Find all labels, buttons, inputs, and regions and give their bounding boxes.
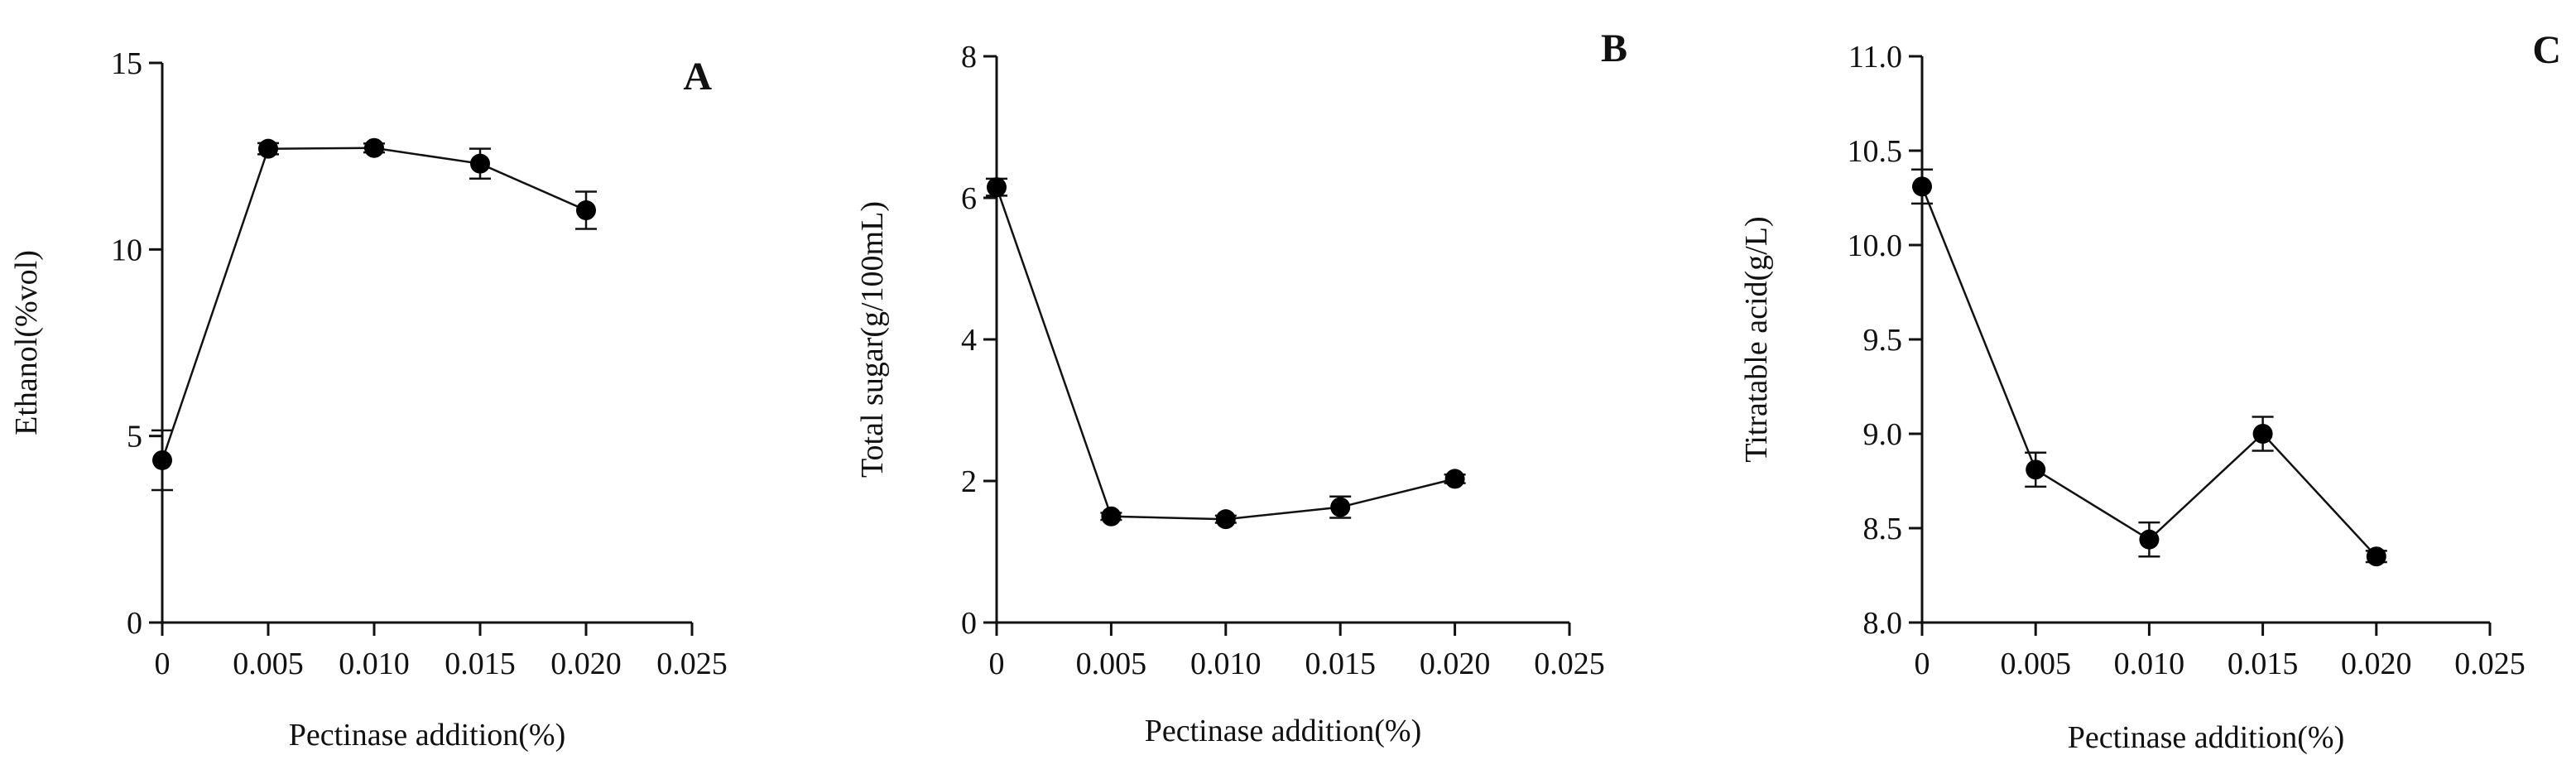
y-tick-label: 9.0 bbox=[1863, 417, 1903, 452]
data-point bbox=[470, 153, 490, 174]
x-tick-label: 0.025 bbox=[1534, 647, 1605, 681]
data-point bbox=[2366, 546, 2386, 567]
data-point bbox=[1215, 509, 1236, 530]
y-tick-label: 11.0 bbox=[1848, 40, 1902, 75]
x-tick-label: 0 bbox=[1915, 647, 1930, 681]
x-axis-title: Pectinase addition(%) bbox=[2068, 720, 2345, 755]
panel-letter: A bbox=[683, 55, 712, 99]
x-tick-label: 0.005 bbox=[2000, 647, 2071, 681]
series-line bbox=[1920, 185, 2377, 558]
y-tick-label: 6 bbox=[961, 181, 977, 216]
x-tick-label: 0.025 bbox=[2454, 647, 2526, 681]
y-tick-label: 15 bbox=[111, 46, 142, 81]
y-tick-label: 0 bbox=[127, 606, 142, 641]
x-tick-label: 0.025 bbox=[656, 647, 728, 681]
y-tick-label: 10.0 bbox=[1848, 228, 1903, 263]
x-tick-label: 0.020 bbox=[1420, 647, 1491, 681]
data-point bbox=[576, 200, 596, 221]
chart-panel-b: 0 2 4 6 8 0 0.005 0.010 0.015 0.020 0.025 Pectinase… bbox=[855, 26, 1627, 748]
panel-letter: C bbox=[2532, 28, 2561, 72]
x-tick-label: 0 bbox=[155, 647, 171, 681]
data-point bbox=[2026, 459, 2046, 480]
y-axis-title: Ethanol(%vol) bbox=[9, 250, 44, 435]
x-axis-title: Pectinase addition(%) bbox=[1145, 714, 1422, 748]
y-tick-label: 5 bbox=[127, 420, 142, 454]
y-tick-label: 4 bbox=[961, 323, 977, 358]
data-point bbox=[364, 137, 384, 158]
y-tick-label: 8.5 bbox=[1863, 512, 1903, 546]
x-tick-label: 0.010 bbox=[339, 647, 410, 681]
y-tick-label: 10 bbox=[111, 233, 142, 267]
chart-panel-c: 8.0 8.5 9.0 9.5 10.0 10.5 11.0 0 0.005 0.010 0.015… bbox=[1739, 28, 2561, 755]
chart-panel-a: 0 5 10 15 0 0.005 0.010 0.015 0.020 0.025 Pectinas… bbox=[9, 46, 728, 753]
series-line bbox=[995, 186, 1455, 521]
series-line bbox=[161, 147, 587, 461]
x-tick-label: 0.005 bbox=[233, 647, 304, 681]
x-tick-label: 0.010 bbox=[1190, 647, 1262, 681]
data-point bbox=[987, 177, 1007, 198]
x-tick-label: 0 bbox=[989, 647, 1005, 681]
x-tick-label: 0.015 bbox=[1305, 647, 1376, 681]
x-tick-label: 0.015 bbox=[445, 647, 516, 681]
x-tick-label: 0.015 bbox=[2228, 647, 2299, 681]
y-tick-label: 8.0 bbox=[1863, 606, 1903, 641]
data-point bbox=[1330, 497, 1351, 517]
data-point bbox=[1101, 506, 1122, 527]
x-axis-title: Pectinase addition(%) bbox=[289, 718, 566, 753]
data-point bbox=[1912, 176, 1932, 197]
panel-letter: B bbox=[1601, 26, 1627, 70]
data-point bbox=[258, 138, 278, 159]
y-tick-label: 9.5 bbox=[1863, 323, 1903, 358]
y-tick-label: 8 bbox=[961, 40, 977, 75]
y-axis-title: Titratable acid(g/L) bbox=[1739, 216, 1774, 462]
x-tick-label: 0.020 bbox=[550, 647, 622, 681]
y-tick-label: 0 bbox=[961, 606, 977, 641]
data-point bbox=[2252, 424, 2273, 444]
data-point bbox=[152, 450, 172, 470]
y-axis-title: Total sugar(g/100mL) bbox=[855, 201, 890, 478]
x-tick-label: 0.010 bbox=[2114, 647, 2185, 681]
x-tick-label: 0.005 bbox=[1076, 647, 1147, 681]
y-tick-label: 2 bbox=[961, 464, 977, 499]
y-tick-label: 10.5 bbox=[1848, 134, 1903, 169]
data-point bbox=[1444, 469, 1465, 489]
x-tick-label: 0.020 bbox=[2341, 647, 2412, 681]
data-point bbox=[2139, 529, 2160, 550]
